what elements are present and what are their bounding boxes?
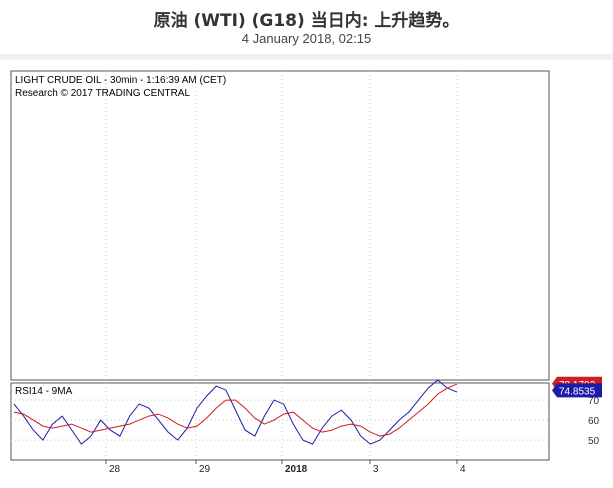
- header-divider: [0, 54, 613, 60]
- x-tick-label: 4: [460, 464, 466, 475]
- rsi-label: RSI14 - 9MA: [15, 386, 73, 397]
- x-tick-label: 2018: [285, 464, 308, 475]
- time-axis: 28 29 2018 3 4: [11, 459, 549, 475]
- rsi-tick-label: 50: [588, 436, 600, 447]
- chart-info: LIGHT CRUDE OIL - 30min - 1:16:39 AM (CE…: [15, 75, 226, 397]
- rsi-tick-label: 70: [588, 396, 600, 407]
- rsi-tick-label: 60: [588, 416, 600, 427]
- rsi-series-line: [13, 383, 458, 437]
- price-frame: [10, 70, 550, 381]
- chart-info-symbol: LIGHT CRUDE OIL - 30min - 1:16:39 AM (CE…: [15, 75, 226, 86]
- x-tick-label: 29: [199, 464, 211, 475]
- rsi-badge: 74.8535: [552, 383, 602, 398]
- page-title: 原油 (WTI) (G18) 当日内: 上升趋势。: [153, 11, 460, 31]
- price-panel: 596061626363.262.7562.461.0560.6560.161.…: [10, 70, 550, 381]
- rsi-badge-label: 74.8535: [559, 386, 596, 397]
- rsi-frame: [10, 382, 550, 461]
- rsi-series-line: [13, 379, 458, 445]
- page-subtitle: 4 January 2018, 02:15: [241, 31, 372, 46]
- rsi-panel: 50607078.170274.8535: [10, 376, 602, 461]
- x-tick-label: 3: [373, 464, 379, 475]
- rsi-badge-box: [552, 383, 602, 398]
- x-tick-label: 28: [109, 464, 121, 475]
- chart-info-copyright: Research © 2017 TRADING CENTRAL: [15, 88, 190, 99]
